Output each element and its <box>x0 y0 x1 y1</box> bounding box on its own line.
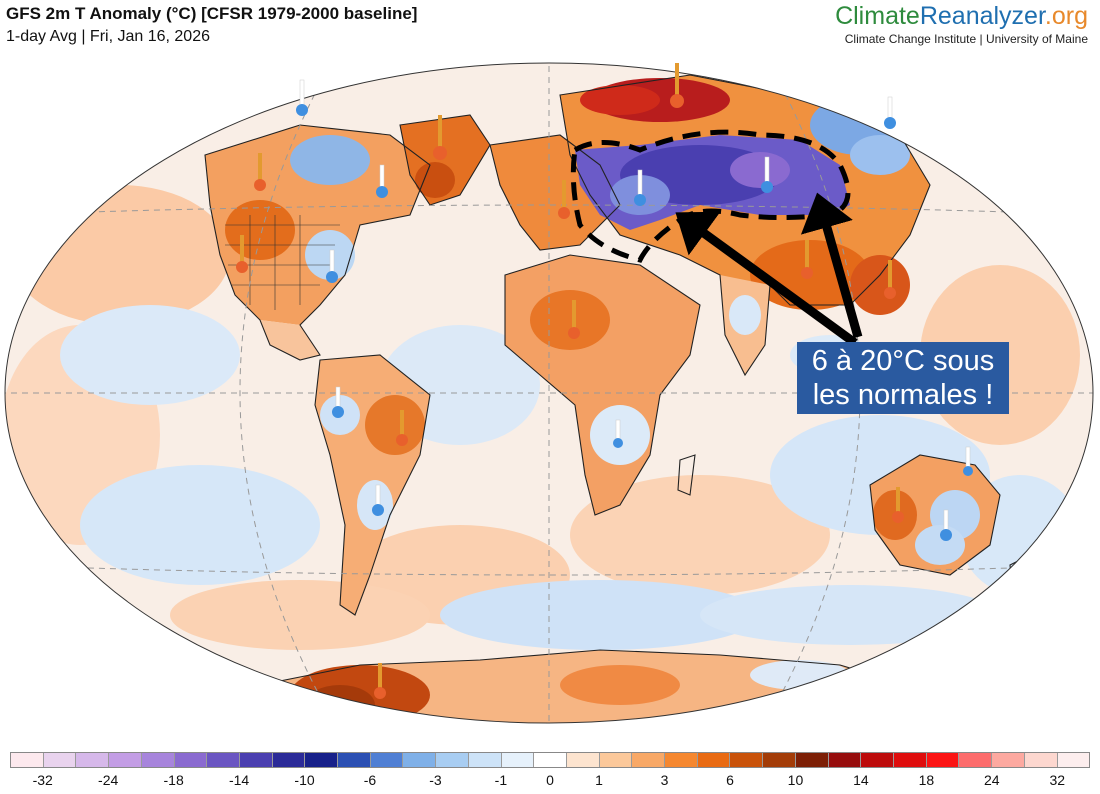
thermometer-cold-icon <box>372 484 384 516</box>
brand-logo[interactable]: ClimateReanalyzer.org <box>835 2 1088 31</box>
legend-swatch <box>305 753 339 767</box>
thermometer-cold-icon <box>326 249 338 283</box>
legend-tick-label: -1 <box>494 772 508 788</box>
thermometer-hot-icon <box>374 663 386 699</box>
brand-part3: .org <box>1044 2 1088 30</box>
legend-swatch <box>468 753 502 767</box>
legend-swatch <box>43 753 77 767</box>
legend-swatch <box>534 753 567 767</box>
legend-swatch <box>697 753 731 767</box>
legend-swatch <box>665 753 698 767</box>
thermometer-cold-icon <box>376 164 388 198</box>
legend-swatch <box>141 753 175 767</box>
legend-tick-label: 18 <box>918 772 935 788</box>
brand-part2: Reanalyzer <box>919 2 1045 30</box>
thermometer-cold-icon <box>332 386 344 418</box>
annotation-line1: 6 à 20°C sous <box>811 345 995 377</box>
legend-swatch <box>436 753 469 767</box>
legend-swatch <box>763 753 796 767</box>
arrow-east <box>800 192 863 339</box>
thermometer-cold-icon <box>296 79 308 116</box>
color-legend <box>10 752 1090 768</box>
legend-swatch <box>174 753 208 767</box>
legend-labels: -32 -24 -18 -14 -10 -6 -3 -1 0 1 3 6 10 14 18 24 32 <box>10 772 1090 790</box>
thermometer-hot-icon <box>396 410 408 446</box>
legend-swatch <box>272 753 306 767</box>
thermometer-hot-icon <box>568 300 580 339</box>
legend-tick-label: -32 <box>32 772 53 788</box>
legend-tick-label: 10 <box>787 772 804 788</box>
page-subtitle: 1-day Avg | Fri, Jan 16, 2026 <box>6 28 210 45</box>
legend-tick-label: -3 <box>429 772 442 788</box>
legend-tick-label: -18 <box>163 772 184 788</box>
thermometer-hot-icon <box>670 63 684 108</box>
legend-swatch <box>403 753 437 767</box>
legend-swatch <box>992 753 1025 767</box>
legend-swatch <box>730 753 764 767</box>
thermometer-cold-icon <box>613 419 623 448</box>
legend-tick-label: 32 <box>1049 772 1066 788</box>
legend-tick-label: -14 <box>228 772 250 788</box>
cold-region-outline <box>570 129 851 263</box>
annotation-line2: les normales ! <box>812 379 994 411</box>
legend-swatch <box>207 753 240 767</box>
thermometer-cold-icon <box>761 156 773 193</box>
thermometer-hot-icon <box>254 153 266 191</box>
annotation-box: 6 à 20°C sous les normales ! <box>797 342 1009 414</box>
legend-swatch <box>501 753 535 767</box>
legend-swatch <box>828 753 862 767</box>
legend-swatch <box>109 753 142 767</box>
legend-swatch <box>566 753 600 767</box>
brand-part1: Climate <box>835 2 920 30</box>
legend-tick-label: 14 <box>853 772 869 788</box>
legend-swatch <box>370 753 404 767</box>
legend-tick-label: -10 <box>294 772 315 788</box>
legend-tick-label: 1 <box>595 772 603 788</box>
thermometer-cold-icon <box>884 96 896 129</box>
legend-tick-label: 0 <box>546 772 554 788</box>
thermometer-cold-icon <box>940 509 952 541</box>
legend-swatch <box>926 753 960 767</box>
legend-swatch <box>239 753 273 767</box>
thermometer-cold-icon <box>634 169 646 206</box>
thermometer-markers <box>236 63 973 699</box>
thermometer-hot-icon <box>558 180 570 219</box>
legend-swatch <box>338 753 371 767</box>
legend-tick-label: 6 <box>726 772 734 788</box>
legend-tick-label: -24 <box>98 772 119 788</box>
legend-swatch <box>861 753 894 767</box>
legend-swatch <box>76 753 110 767</box>
legend-tick-label: 24 <box>984 772 1000 788</box>
brand-subline: Climate Change Institute | University of… <box>844 32 1088 46</box>
legend-swatch <box>632 753 666 767</box>
thermometer-cold-icon <box>963 446 973 476</box>
thermometer-hot-icon <box>801 240 813 279</box>
page-title: GFS 2m T Anomaly (°C) [CFSR 1979-2000 ba… <box>6 4 418 23</box>
thermometer-hot-icon <box>884 260 896 299</box>
thermometer-hot-icon <box>433 115 447 160</box>
arrow-west <box>675 211 858 347</box>
legend-swatch <box>795 753 829 767</box>
legend-tick-label: -6 <box>363 772 377 788</box>
legend-swatch <box>599 753 633 767</box>
legend-swatch <box>959 753 993 767</box>
legend-tick-label: 3 <box>660 772 669 788</box>
globe-outline <box>4 62 1094 724</box>
legend-swatch <box>11 753 44 767</box>
legend-swatch <box>893 753 927 767</box>
thermometer-hot-icon <box>236 235 248 273</box>
legend-swatch <box>1057 753 1090 767</box>
thermometer-hot-icon <box>892 487 904 523</box>
legend-swatch <box>1024 753 1058 767</box>
